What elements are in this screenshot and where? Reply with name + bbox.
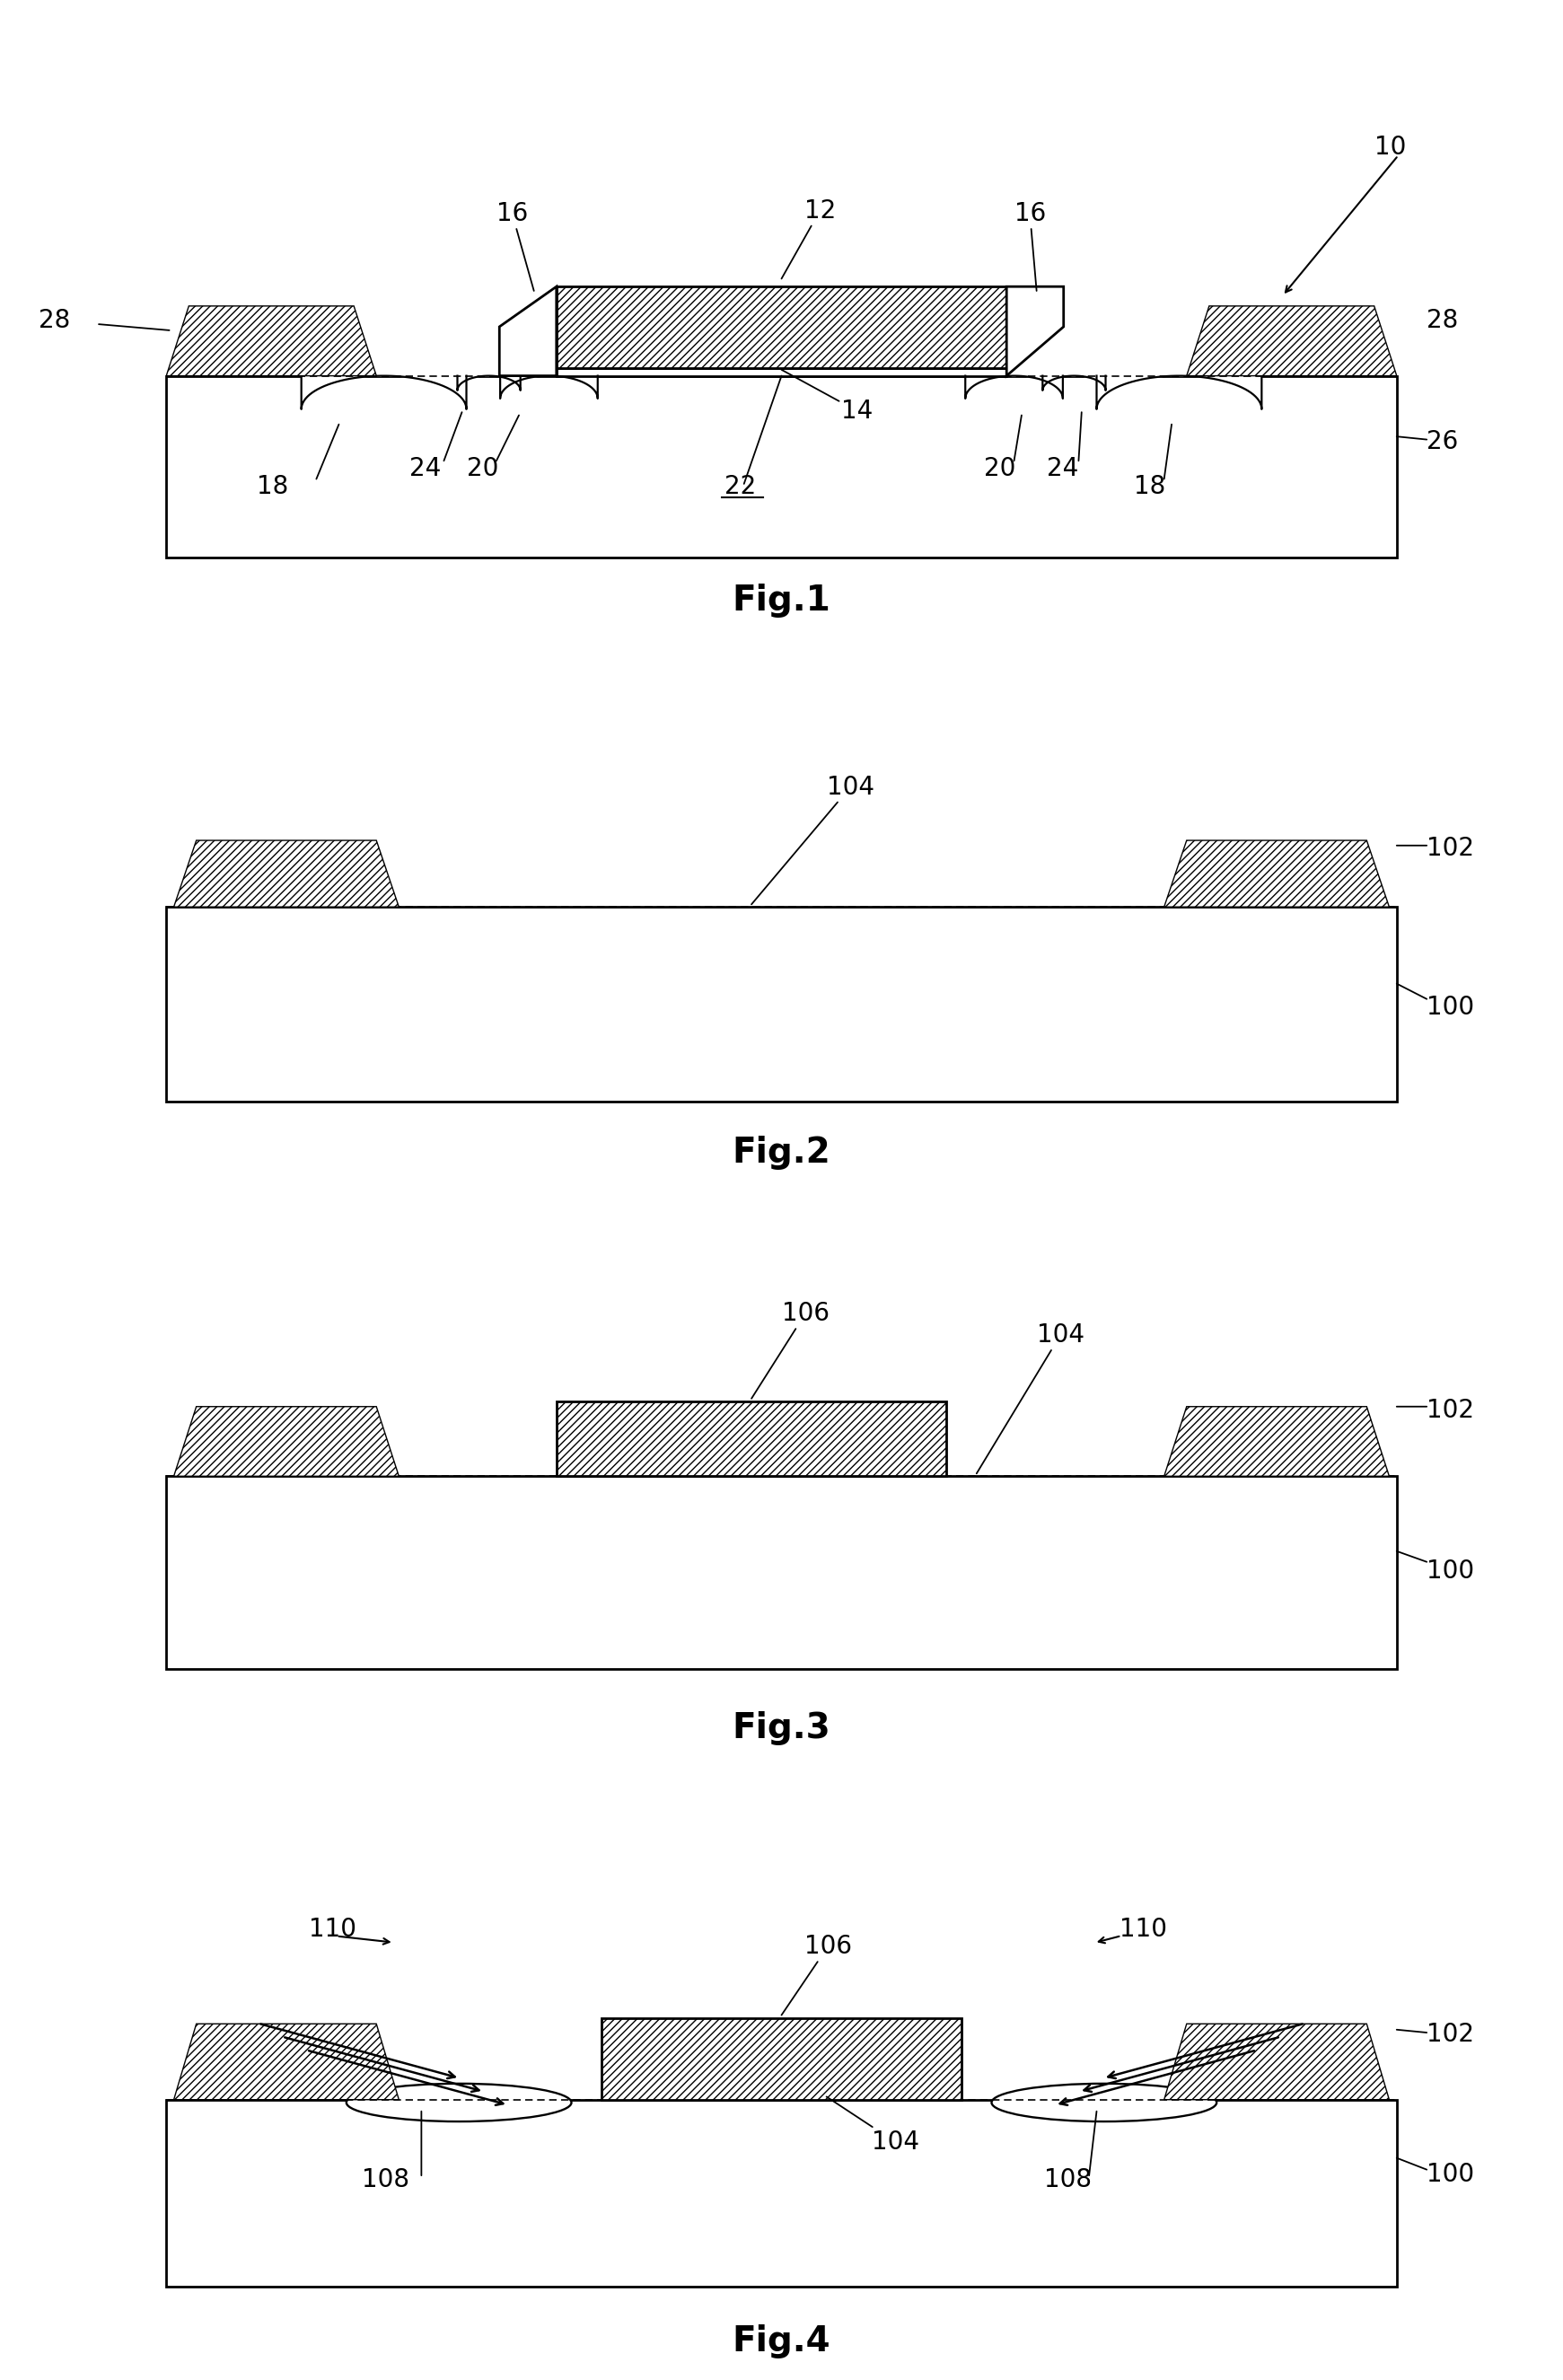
Text: 100: 100 <box>1427 2161 1474 2187</box>
Text: 102: 102 <box>1427 835 1474 862</box>
Bar <box>602 2018 961 2099</box>
Text: 12: 12 <box>782 198 836 278</box>
Bar <box>166 1476 1397 1668</box>
Text: 108: 108 <box>1044 2168 1091 2192</box>
Polygon shape <box>1043 376 1105 390</box>
Text: 100: 100 <box>1427 995 1474 1019</box>
Polygon shape <box>500 376 597 397</box>
Text: 110: 110 <box>1119 1916 1166 1942</box>
Polygon shape <box>500 286 556 376</box>
Text: 108: 108 <box>361 2168 410 2192</box>
Polygon shape <box>1164 2023 1390 2099</box>
Text: 26: 26 <box>1427 428 1458 455</box>
Ellipse shape <box>991 2082 1216 2121</box>
Bar <box>166 907 1397 1102</box>
Polygon shape <box>966 376 1063 397</box>
Polygon shape <box>302 376 466 409</box>
Polygon shape <box>173 1407 399 1476</box>
Text: Fig.3: Fig.3 <box>731 1711 832 1745</box>
Bar <box>556 286 1007 369</box>
Text: Fig.2: Fig.2 <box>731 1135 832 1169</box>
Text: 10: 10 <box>1374 136 1407 159</box>
Bar <box>556 1402 947 1476</box>
Text: 28: 28 <box>39 307 70 333</box>
Text: 16: 16 <box>497 202 535 290</box>
Text: 110: 110 <box>309 1916 356 1942</box>
Text: 18: 18 <box>256 474 288 500</box>
Polygon shape <box>1164 1407 1390 1476</box>
Text: 28: 28 <box>1427 307 1458 333</box>
Polygon shape <box>458 376 520 390</box>
Bar <box>556 369 1007 376</box>
Text: 24: 24 <box>1047 457 1078 481</box>
Text: 18: 18 <box>1135 474 1166 500</box>
Text: 20: 20 <box>466 457 499 481</box>
Text: 16: 16 <box>1014 202 1046 290</box>
Text: Fig.1: Fig.1 <box>731 583 832 616</box>
Polygon shape <box>173 840 399 907</box>
Polygon shape <box>166 307 377 376</box>
Text: 100: 100 <box>1427 1559 1474 1583</box>
Text: 104: 104 <box>977 1323 1085 1473</box>
Bar <box>166 2099 1397 2287</box>
Text: 102: 102 <box>1427 2021 1474 2047</box>
Polygon shape <box>1007 286 1063 376</box>
Ellipse shape <box>347 2082 572 2121</box>
Text: 24: 24 <box>410 457 441 481</box>
Text: Fig.4: Fig.4 <box>733 2325 830 2359</box>
Polygon shape <box>173 2023 399 2099</box>
Text: 106: 106 <box>782 1935 852 2016</box>
Text: 104: 104 <box>752 774 874 904</box>
Polygon shape <box>1164 840 1390 907</box>
Polygon shape <box>1186 307 1397 376</box>
Text: 22: 22 <box>725 474 756 500</box>
Text: 104: 104 <box>827 2097 919 2154</box>
Text: 14: 14 <box>782 369 874 424</box>
Text: 20: 20 <box>985 457 1016 481</box>
Text: 102: 102 <box>1427 1397 1474 1423</box>
Bar <box>166 376 1397 557</box>
Polygon shape <box>1097 376 1261 409</box>
Text: 106: 106 <box>752 1302 828 1399</box>
